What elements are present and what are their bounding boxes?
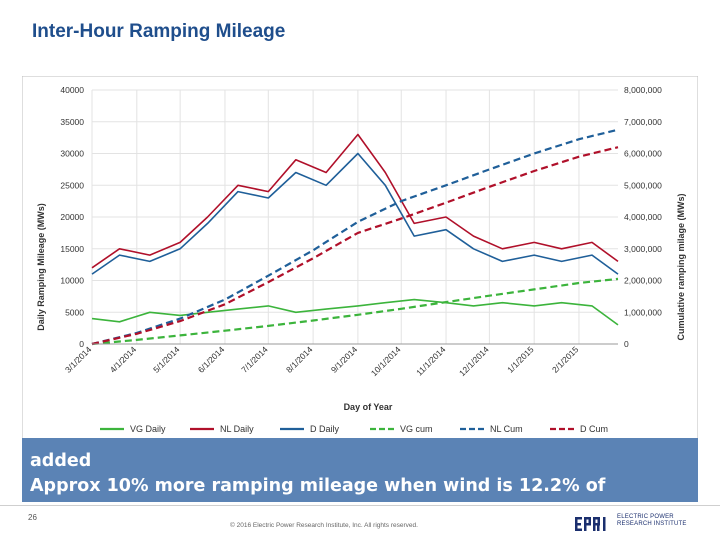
y-tick-label: 25000 <box>60 180 84 190</box>
y2-tick-label: 4,000,000 <box>624 212 662 222</box>
logo-wordmark: ELECTRIC POWER RESEARCH INSTITUTE <box>617 514 687 527</box>
ramping-mileage-chart: 0 5000 10000 15000 20000 25000 30000 35000 40000… <box>21 75 699 441</box>
y-tick-label: 15000 <box>60 244 84 254</box>
y-tick-label: 5000 <box>65 307 84 317</box>
y2-tick-label: 6,000,000 <box>624 149 662 159</box>
y-tick-label: 20000 <box>60 212 84 222</box>
footer-divider <box>0 505 720 506</box>
bullet-line-2: Approx 10% more ramping mileage when win… <box>30 476 606 496</box>
y-tick-label: 40000 <box>60 85 84 95</box>
y-tick-label: 10000 <box>60 276 84 286</box>
y2-tick-label: 0 <box>624 339 629 349</box>
y2-tick-label: 5,000,000 <box>624 180 662 190</box>
y2-tick-label: 3,000,000 <box>624 244 662 254</box>
logo-text-line-1: ELECTRIC POWER <box>617 514 674 520</box>
y2-tick-label: 1,000,000 <box>624 307 662 317</box>
bullet-line-1: added <box>30 451 92 471</box>
epri-logo: ELECTRIC POWER RESEARCH INSTITUTE <box>575 513 705 535</box>
epri-logo-mark-icon <box>575 517 606 531</box>
legend-label-nl-cum: NL Cum <box>490 424 523 434</box>
slide-title: Inter-Hour Ramping Mileage <box>32 21 286 42</box>
y2-tick-label: 8,000,000 <box>624 85 662 95</box>
y2-tick-label: 7,000,000 <box>624 117 662 127</box>
y2-tick-label: 2,000,000 <box>624 276 662 286</box>
series-line-d-cum <box>91 146 619 346</box>
legend-label-d-cum: D Cum <box>580 424 608 434</box>
legend-label-d-daily: D Daily <box>310 424 340 434</box>
y2-axis-label: Cumulative ramping milage (MWs) <box>676 193 686 340</box>
y-tick-label: 35000 <box>60 117 84 127</box>
y-tick-label: 30000 <box>60 149 84 159</box>
legend-label-vg-cum: VG cum <box>400 424 433 434</box>
chart-container: 0 5000 10000 15000 20000 25000 30000 35000 40000… <box>21 75 699 441</box>
x-axis-label: Day of Year <box>344 402 393 412</box>
copyright-text: © 2016 Electric Power Research Institute… <box>230 522 418 529</box>
legend-label-vg-daily: VG Daily <box>130 424 166 434</box>
series-line-d-daily <box>91 152 619 275</box>
takeaway-banner: added Approx 10% more ramping mileage wh… <box>22 438 698 502</box>
logo-text-line-2: RESEARCH INSTITUTE <box>617 520 687 527</box>
y-tick-label: 0 <box>79 339 84 349</box>
series-line-vg-cum <box>91 277 619 346</box>
series-line-vg-daily <box>91 298 619 326</box>
y-axis-label: Daily Ramping Mileage (MWs) <box>36 203 46 331</box>
series-line-nl-cum <box>91 128 619 346</box>
series-line-nl-daily <box>91 133 619 269</box>
legend-label-nl-daily: NL Daily <box>220 424 254 434</box>
page-number: 26 <box>28 513 37 522</box>
